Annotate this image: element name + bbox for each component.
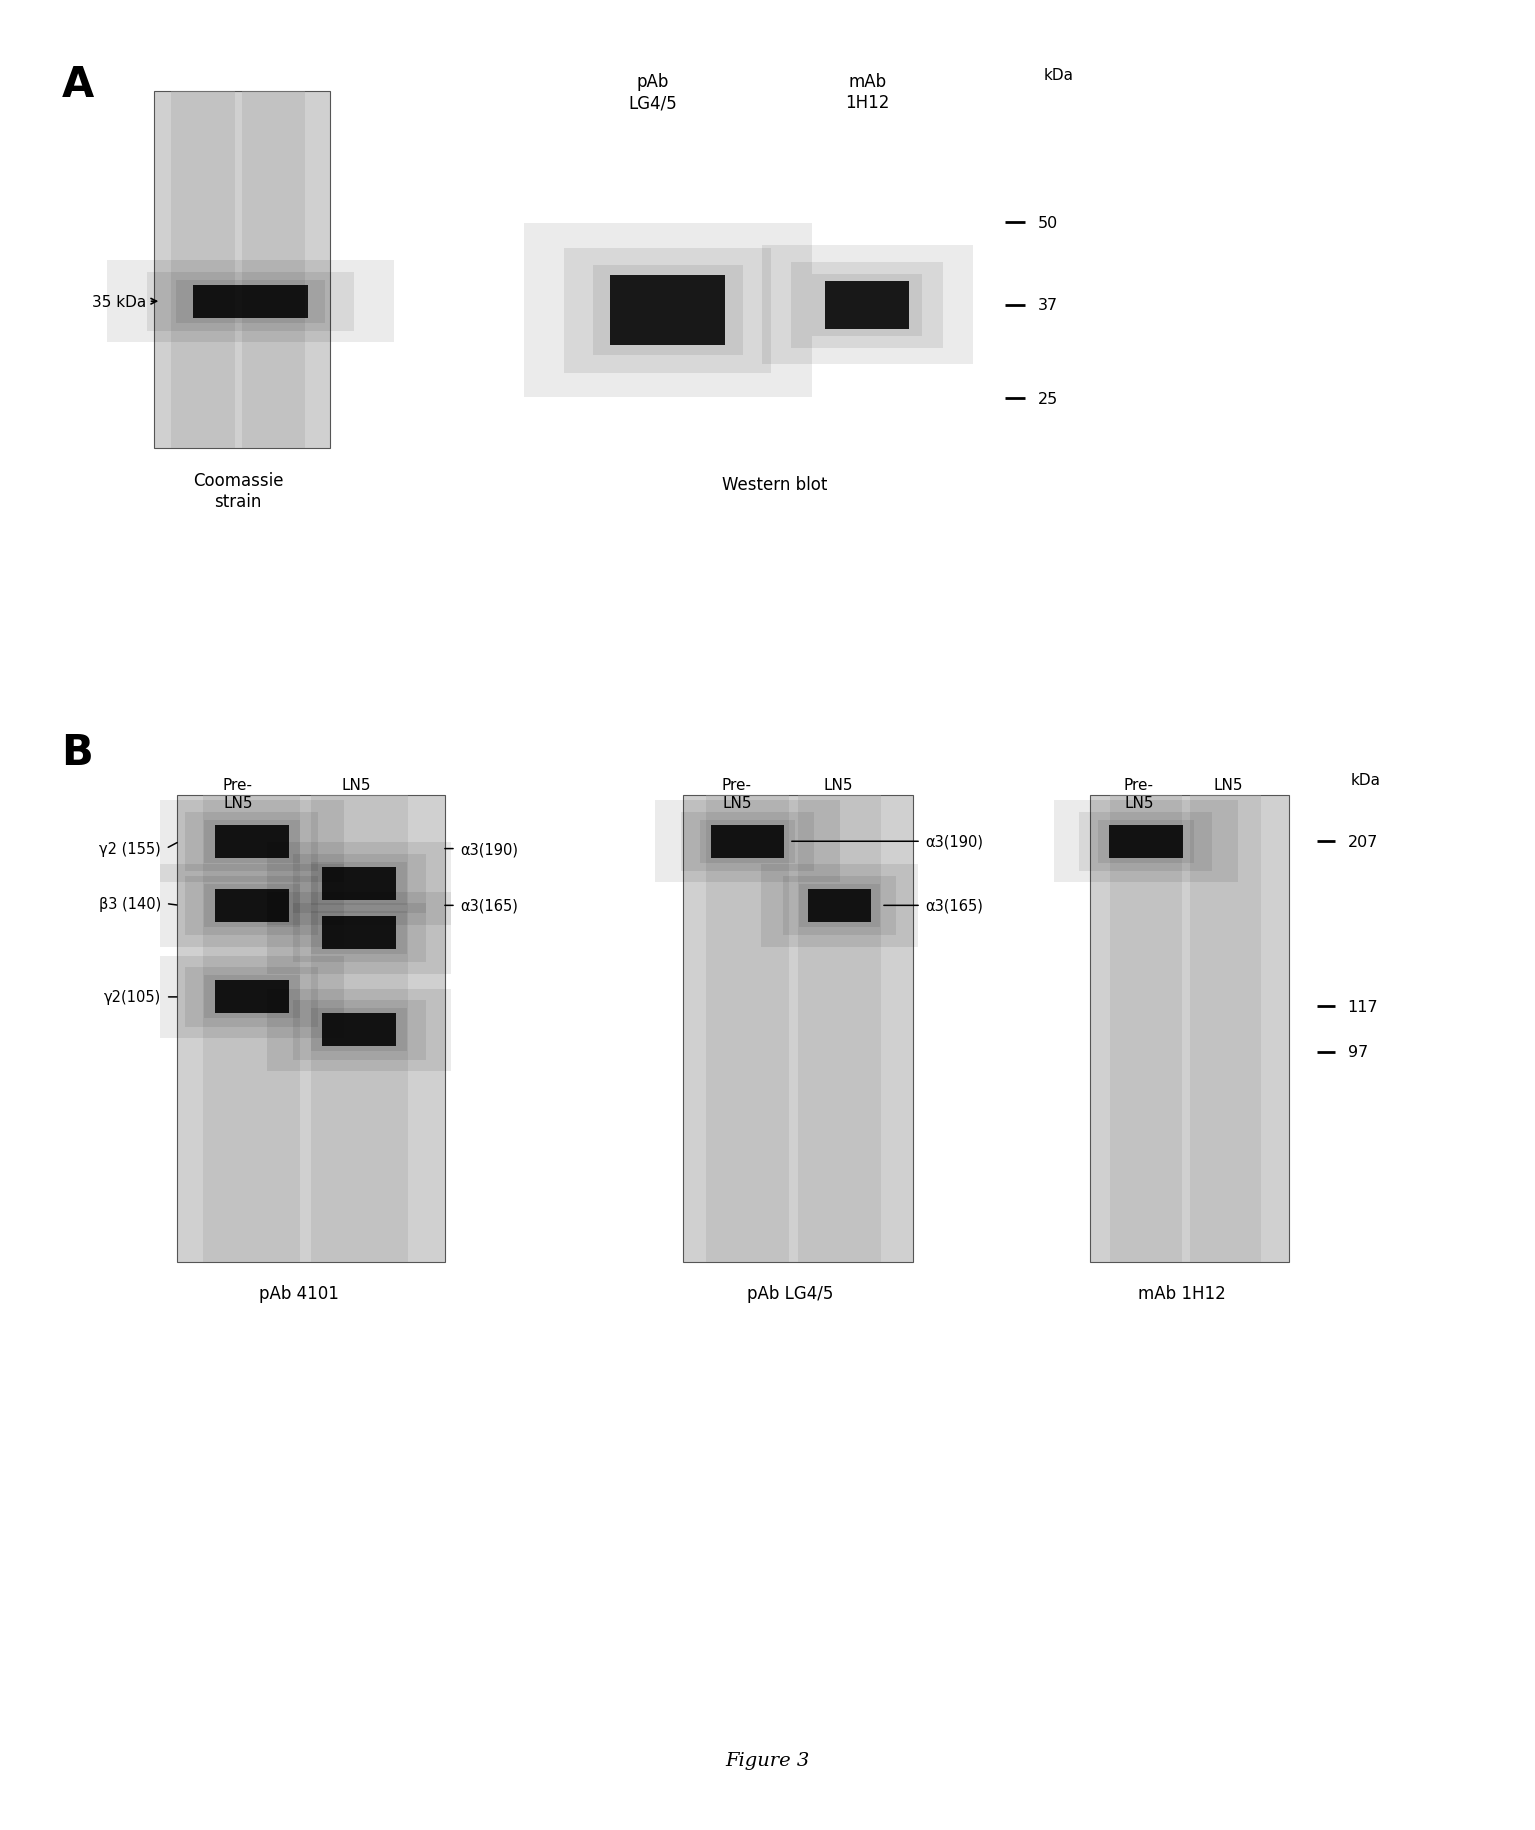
Bar — [1090, 796, 1289, 1263]
Bar — [798, 884, 881, 928]
Bar — [215, 981, 289, 1014]
Bar — [160, 800, 344, 882]
Text: β3 (140): β3 (140) — [98, 897, 161, 911]
Bar — [611, 276, 726, 346]
Text: 207: 207 — [1348, 834, 1378, 849]
Text: Pre-
LN5: Pre- LN5 — [223, 778, 253, 811]
Bar — [312, 796, 408, 1263]
Bar — [593, 265, 743, 357]
Text: Western blot: Western blot — [723, 476, 827, 494]
Bar — [1108, 825, 1182, 858]
Bar — [1079, 813, 1213, 871]
Text: γ2(105): γ2(105) — [104, 990, 161, 1005]
Bar — [1053, 800, 1237, 882]
Bar — [711, 825, 784, 858]
Bar — [204, 820, 299, 864]
Text: 50: 50 — [1038, 216, 1058, 231]
Text: γ2 (155): γ2 (155) — [100, 842, 161, 856]
Bar — [700, 820, 795, 864]
Text: LN5: LN5 — [823, 778, 853, 792]
Text: pAb 4101: pAb 4101 — [259, 1285, 339, 1303]
Text: pAb
LG4/5: pAb LG4/5 — [628, 73, 677, 112]
Bar — [293, 855, 425, 913]
Bar — [322, 1014, 396, 1047]
Bar — [312, 862, 407, 906]
Text: kDa: kDa — [1044, 68, 1074, 82]
Bar — [1098, 820, 1194, 864]
Bar — [186, 877, 318, 935]
Bar — [312, 1008, 407, 1052]
Text: Coomassie
strain: Coomassie strain — [193, 472, 282, 511]
Text: 37: 37 — [1038, 298, 1058, 313]
Bar — [267, 893, 451, 974]
Bar — [160, 866, 344, 948]
Bar — [809, 889, 870, 922]
Text: pAb LG4/5: pAb LG4/5 — [748, 1285, 834, 1303]
Bar — [706, 796, 789, 1263]
Bar — [792, 264, 942, 348]
Text: 25: 25 — [1038, 392, 1058, 406]
Bar — [655, 800, 840, 882]
Bar — [322, 917, 396, 950]
Bar — [186, 968, 318, 1027]
Bar — [215, 825, 289, 858]
Bar — [193, 285, 309, 318]
Text: Pre-
LN5: Pre- LN5 — [721, 778, 752, 811]
Bar — [322, 867, 396, 900]
Bar — [160, 955, 344, 1039]
Bar — [175, 280, 325, 324]
Text: B: B — [61, 732, 94, 774]
Bar — [243, 92, 305, 448]
Bar — [523, 225, 812, 399]
Bar — [154, 92, 330, 448]
Bar — [812, 274, 923, 337]
Bar — [177, 796, 445, 1263]
Text: α3(190): α3(190) — [460, 842, 519, 856]
Bar — [204, 975, 299, 1019]
Bar — [293, 904, 425, 963]
Bar — [293, 1001, 425, 1060]
Bar — [1110, 796, 1182, 1263]
Bar — [172, 92, 235, 448]
Text: Pre-
LN5: Pre- LN5 — [1124, 778, 1154, 811]
Bar — [267, 988, 451, 1072]
Text: LN5: LN5 — [1213, 778, 1243, 792]
Bar — [565, 249, 771, 373]
Bar — [783, 877, 896, 935]
Text: α3(190): α3(190) — [926, 834, 984, 849]
Bar — [147, 273, 355, 331]
Text: α3(165): α3(165) — [926, 899, 984, 913]
Bar — [683, 796, 913, 1263]
Text: mAb 1H12: mAb 1H12 — [1137, 1285, 1226, 1303]
Bar — [761, 866, 918, 948]
Bar — [186, 813, 318, 871]
Text: A: A — [61, 64, 94, 106]
Bar — [1190, 796, 1262, 1263]
Text: Figure 3: Figure 3 — [726, 1751, 809, 1770]
Bar — [798, 796, 881, 1263]
Text: 117: 117 — [1348, 999, 1378, 1014]
Text: 35 kDa: 35 kDa — [92, 295, 157, 309]
Bar — [267, 842, 451, 926]
Bar — [312, 911, 407, 955]
Bar — [204, 884, 299, 928]
Bar — [107, 262, 394, 344]
Text: α3(165): α3(165) — [460, 899, 519, 913]
Text: 97: 97 — [1348, 1045, 1368, 1060]
Bar — [682, 813, 814, 871]
Text: mAb
1H12: mAb 1H12 — [846, 73, 889, 112]
Bar — [761, 247, 973, 366]
Text: kDa: kDa — [1351, 772, 1382, 787]
Bar — [215, 889, 289, 922]
Bar — [826, 282, 909, 329]
Bar — [203, 796, 301, 1263]
Text: LN5: LN5 — [341, 778, 371, 792]
